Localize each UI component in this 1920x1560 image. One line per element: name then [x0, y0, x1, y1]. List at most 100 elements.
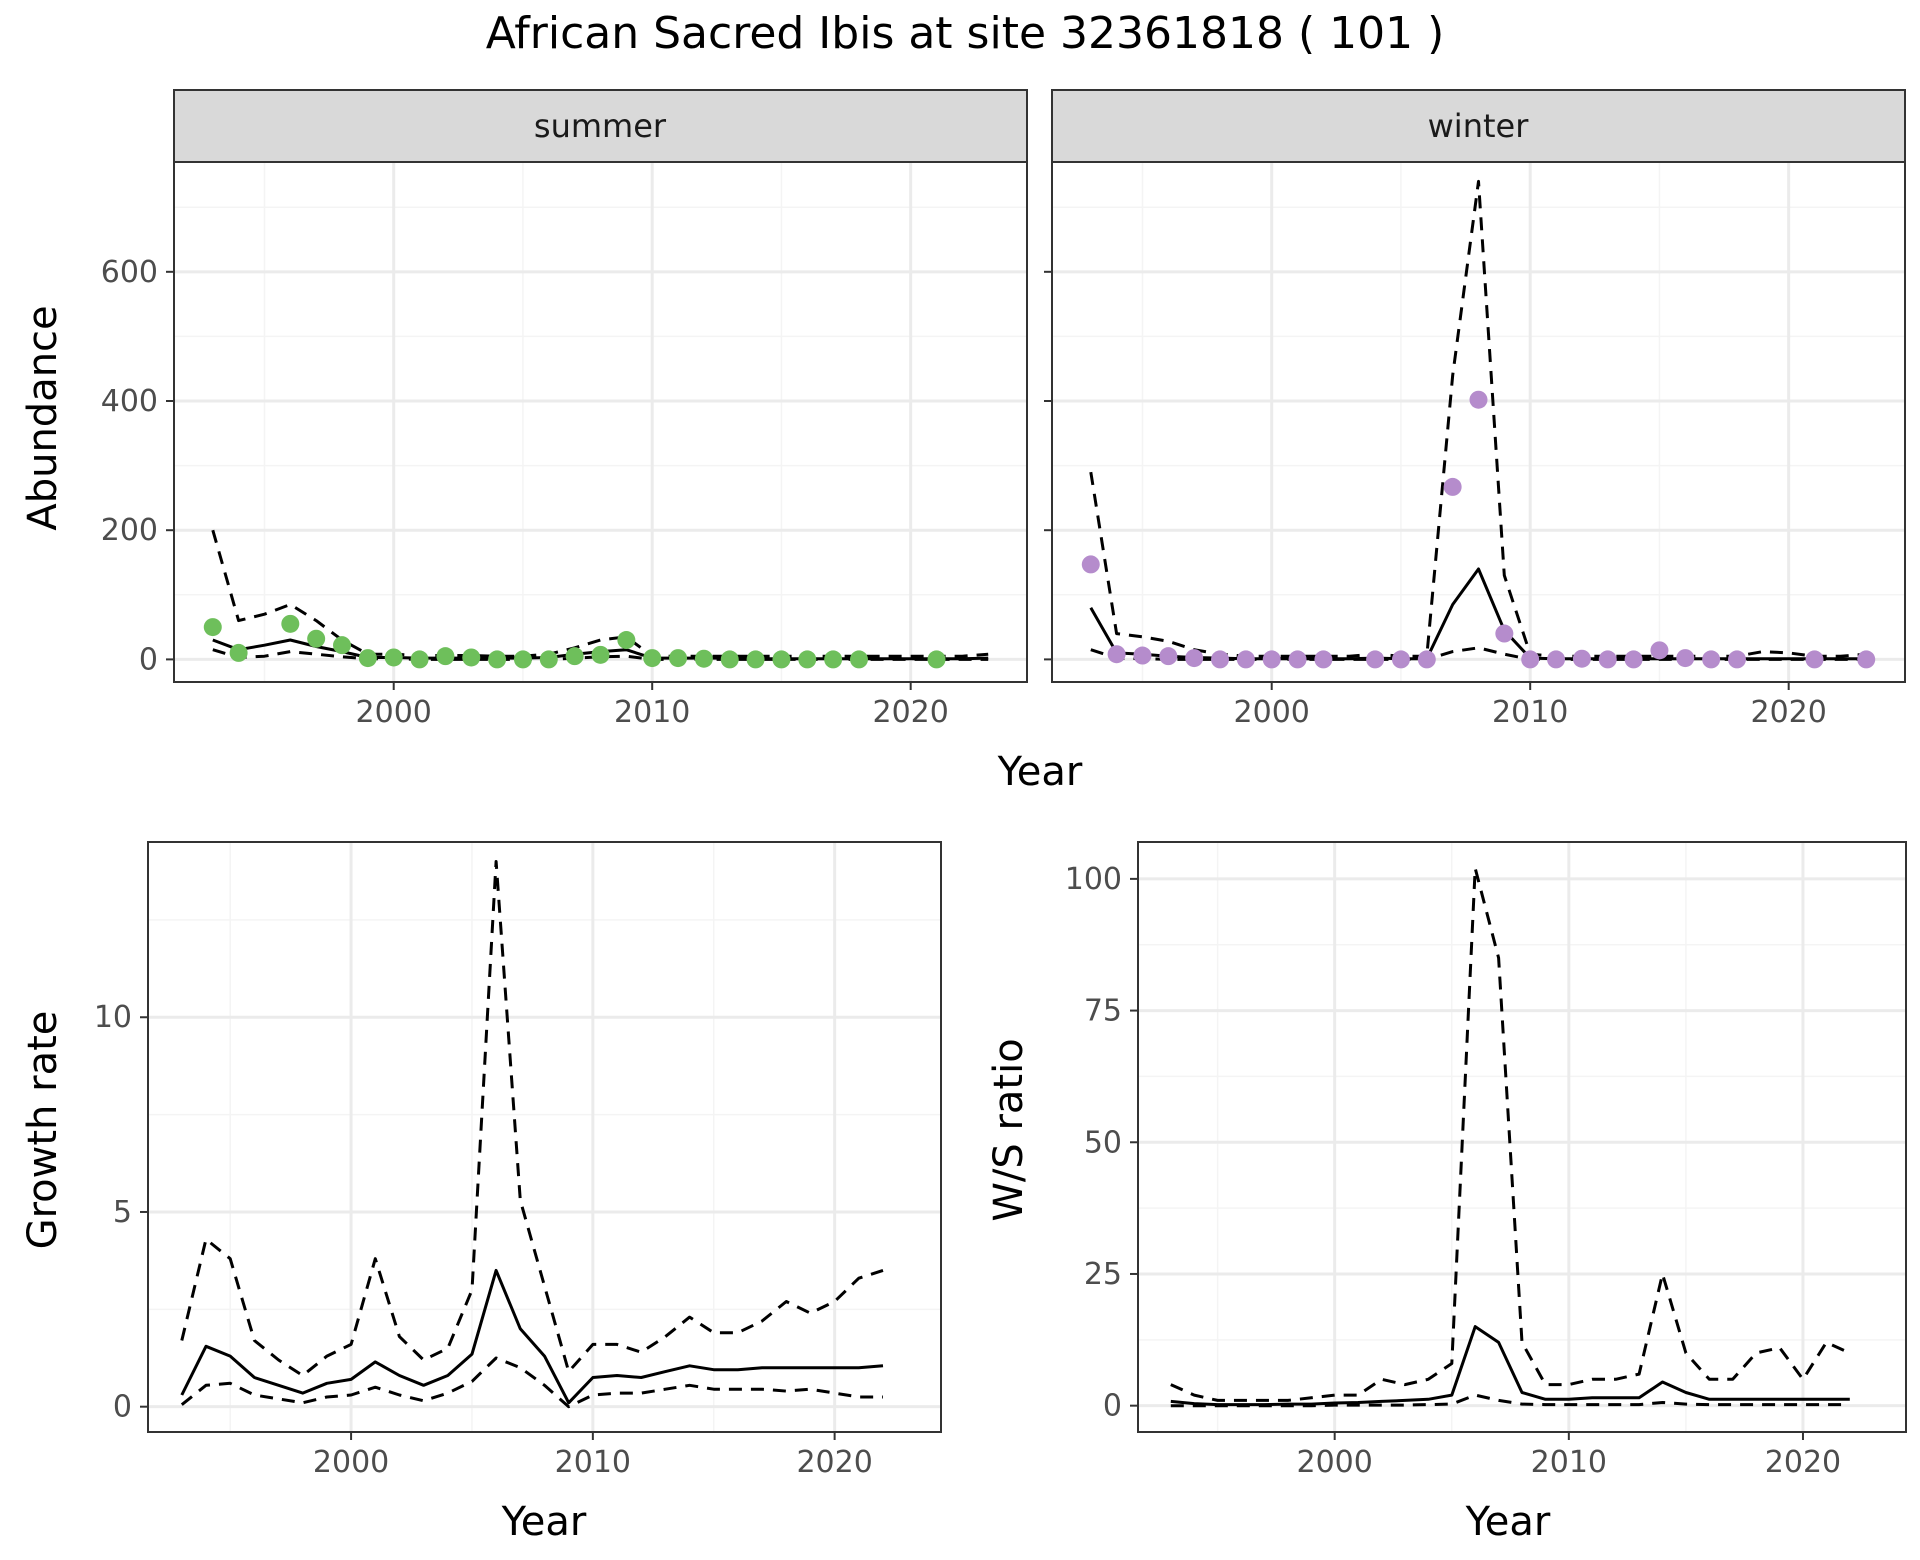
series-line-solid	[1170, 1325, 1850, 1407]
panel-summer: 2000 2010 2020 0 200 400 600	[101, 161, 1028, 730]
data-point	[1547, 650, 1566, 669]
panel-winter: 2000 2010 2020	[1044, 161, 1906, 730]
y-tick-label: 100	[1065, 862, 1122, 897]
x-tick-label: 2000	[313, 1445, 389, 1480]
abundance-x-axis-title: Year	[997, 749, 1083, 795]
data-point	[281, 614, 300, 633]
series-line-solid	[180, 1268, 884, 1405]
abundance-chart: summer 2000 2010 2020 0 200 400 600 winter 200…	[20, 89, 1906, 795]
data-point	[203, 618, 222, 637]
x-tick-label: 2010	[1531, 1445, 1607, 1480]
data-point	[1185, 649, 1204, 668]
data-point	[539, 650, 558, 669]
growth-rate-x-axis-title: Year	[501, 1499, 587, 1545]
x-tick-label: 2020	[873, 695, 949, 730]
data-point	[927, 650, 946, 669]
data-point	[1805, 650, 1824, 669]
data-point	[824, 650, 843, 669]
ws-ratio-chart: 2000 2010 2020 0 25 50 75 100 W/S ratio Year	[986, 841, 1907, 1545]
series-line-dashed	[180, 1356, 883, 1409]
y-tick-label: 5	[113, 1195, 132, 1230]
series-line-dashed	[180, 860, 884, 1377]
data-point	[591, 645, 610, 664]
data-point	[1469, 390, 1488, 409]
strip-label-summer: summer	[534, 107, 667, 145]
data-point	[1081, 555, 1100, 574]
data-point	[669, 649, 688, 668]
x-tick-label: 2010	[555, 1445, 631, 1480]
data-point	[1236, 650, 1255, 669]
y-tick-label: 0	[113, 1390, 132, 1425]
ws-ratio-y-axis-title: W/S ratio	[986, 1038, 1032, 1221]
data-point	[746, 650, 765, 669]
data-point	[1650, 641, 1669, 660]
panel-border	[173, 161, 1028, 683]
y-tick-label: 400	[101, 384, 158, 419]
x-tick-label: 2000	[356, 695, 432, 730]
y-tick-label: 600	[101, 255, 158, 290]
data-point	[1211, 650, 1230, 669]
series-line-dashed	[1170, 1393, 1850, 1408]
data-point	[1107, 645, 1126, 664]
series-line-dashed	[1170, 866, 1851, 1402]
panel-ws-ratio: 2000 2010 2020 0 25 50 75 100	[1065, 841, 1907, 1480]
facet-summer: summer 2000 2010 2020 0 200 400 600	[101, 89, 1028, 730]
data-point	[1727, 650, 1746, 669]
x-tick-label: 2000	[1234, 695, 1310, 730]
data-point	[410, 650, 429, 669]
data-point	[333, 636, 352, 655]
data-point	[1159, 647, 1178, 666]
panel-background	[1052, 162, 1905, 682]
data-point	[462, 648, 481, 667]
data-point	[488, 650, 507, 669]
figure-title: African Sacred Ibis at site 32361818 ( 1…	[486, 8, 1444, 59]
data-point	[358, 649, 377, 668]
growth-rate-chart: 2000 2010 2020 0 5 10 Growth rate Year	[20, 841, 942, 1545]
x-tick-label: 2000	[1297, 1445, 1373, 1480]
y-tick-label: 25	[1084, 1257, 1122, 1292]
x-tick-label: 2010	[614, 695, 690, 730]
data-point	[1417, 650, 1436, 669]
data-point	[617, 631, 636, 650]
y-tick-label: 75	[1084, 994, 1122, 1029]
data-point	[513, 650, 532, 669]
data-point	[1598, 650, 1617, 669]
panel-background	[174, 162, 1027, 682]
panel-border	[1051, 161, 1906, 683]
data-point	[694, 649, 713, 668]
data-point	[565, 647, 584, 666]
data-point	[1391, 650, 1410, 669]
data-point	[798, 650, 817, 669]
abundance-y-axis-title: Abundance	[20, 305, 66, 530]
data-point	[1262, 650, 1281, 669]
data-point	[384, 648, 403, 667]
ws-ratio-x-axis-title: Year	[1465, 1499, 1551, 1545]
panel-background	[1138, 842, 1906, 1432]
data-point	[772, 650, 791, 669]
data-point	[436, 647, 455, 666]
data-point	[1443, 477, 1462, 496]
x-tick-label: 2020	[1751, 695, 1827, 730]
growth-rate-y-axis-title: Growth rate	[20, 1011, 66, 1250]
data-point	[720, 650, 739, 669]
data-point	[1314, 650, 1333, 669]
x-tick-label: 2010	[1492, 695, 1568, 730]
data-point	[1702, 650, 1721, 669]
x-tick-label: 2020	[796, 1445, 872, 1480]
data-point	[849, 650, 868, 669]
data-point	[1624, 650, 1643, 669]
facet-winter: winter 2000 2010 2020	[1044, 89, 1906, 730]
data-point	[1572, 649, 1591, 668]
strip-winter	[1051, 89, 1906, 163]
data-point	[1676, 649, 1695, 668]
y-tick-label: 0	[1103, 1389, 1122, 1424]
data-point	[1521, 650, 1540, 669]
data-point	[1288, 650, 1307, 669]
panel-border	[1137, 841, 1907, 1433]
data-point	[307, 629, 326, 648]
y-tick-label: 200	[101, 513, 158, 548]
y-tick-label: 10	[94, 1000, 132, 1035]
data-point	[643, 649, 662, 668]
data-point	[1495, 624, 1514, 643]
